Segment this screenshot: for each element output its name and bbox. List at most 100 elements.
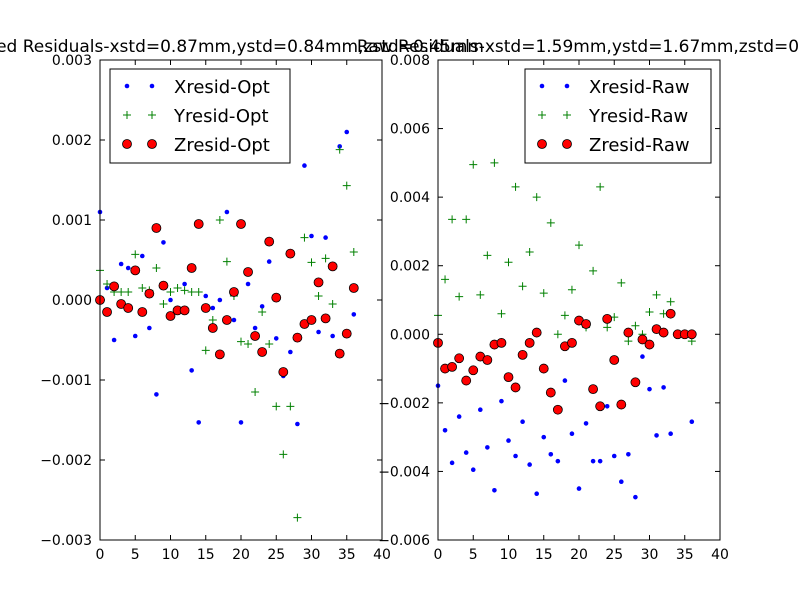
- data-point-dot: [323, 235, 328, 240]
- data-point-plus: [173, 284, 182, 292]
- data-point-dot: [590, 458, 596, 464]
- data-point-dot: [619, 479, 624, 485]
- data-point-plus: [596, 182, 605, 191]
- data-point-circle: [144, 288, 155, 299]
- data-point-circle: [545, 387, 556, 398]
- series-zresid-raw: [433, 308, 697, 415]
- data-point-dot: [351, 312, 357, 317]
- data-point-dot: [224, 209, 230, 215]
- legend-marker-dot: [124, 83, 130, 89]
- data-point-dot: [309, 233, 314, 239]
- series-xresid-opt: [97, 129, 357, 427]
- data-point-dot: [640, 354, 645, 359]
- chart-title-raw: Raw Residuals-xstd=1.59mm,ystd=1.67mm,zs…: [357, 37, 799, 57]
- data-point-plus: [300, 233, 309, 242]
- data-point-dot: [449, 460, 455, 466]
- data-point-plus: [222, 257, 231, 266]
- data-point-plus: [448, 215, 457, 224]
- data-point-circle: [496, 337, 507, 348]
- data-point-circle: [665, 308, 676, 319]
- data-point-circle: [447, 361, 458, 372]
- data-point-plus: [469, 160, 478, 169]
- data-point-plus: [279, 450, 288, 459]
- data-point-dot: [576, 486, 582, 491]
- data-point-plus: [272, 402, 281, 411]
- legend-entry-xresid-raw: Xresid-Raw: [539, 77, 690, 98]
- data-point-plus: [124, 288, 133, 296]
- data-point-circle: [609, 355, 620, 365]
- data-point-dot: [562, 378, 568, 383]
- data-point-dot: [492, 487, 497, 493]
- data-point-dot: [295, 421, 300, 427]
- legend-marker-plus: [563, 111, 571, 119]
- data-point-circle: [468, 365, 479, 376]
- data-point-circle: [623, 327, 634, 338]
- data-point-circle: [658, 327, 669, 338]
- legend-entry-zresid-opt: Zresid-Opt: [122, 135, 270, 156]
- data-point-circle: [616, 399, 627, 410]
- data-point-plus: [483, 251, 492, 260]
- data-point-dot: [111, 337, 117, 343]
- data-point-circle: [207, 323, 218, 333]
- data-point-plus: [342, 181, 351, 190]
- data-point-plus: [349, 248, 358, 256]
- data-point-plus: [490, 158, 499, 167]
- x-tick-label: 25: [605, 547, 623, 563]
- data-point-plus: [441, 275, 450, 284]
- data-point-circle: [510, 382, 521, 393]
- data-point-circle: [538, 363, 549, 374]
- data-point-dot: [647, 386, 652, 392]
- data-point-circle: [229, 287, 239, 297]
- data-point-dot: [132, 333, 138, 339]
- series-xresid-raw: [435, 331, 695, 500]
- data-point-dot: [118, 261, 124, 267]
- data-point-plus: [624, 337, 633, 346]
- data-point-circle: [257, 347, 268, 357]
- data-point-plus: [314, 292, 323, 300]
- data-point-dot: [499, 398, 504, 404]
- data-point-circle: [644, 339, 655, 350]
- data-point-dot: [463, 450, 469, 455]
- data-point-plus: [645, 308, 654, 316]
- data-point-circle: [306, 315, 317, 325]
- ticks-optimized: 0 5 10 15 20 25 30 35 40 −0.003 −0.002 −0.001 0.000 0…: [40, 53, 391, 563]
- data-point-dot: [485, 445, 490, 450]
- legend-marker-plus: [148, 111, 156, 119]
- data-point-circle: [595, 401, 606, 412]
- data-point-circle: [313, 277, 324, 288]
- legend-entry-yresid-opt: Yresid-Opt: [123, 106, 269, 127]
- data-point-plus: [201, 346, 210, 355]
- plot-panel-raw: Raw Residuals-xstd=1.59mm,ystd=1.67mm,zs…: [357, 37, 799, 563]
- data-point-circle: [517, 349, 528, 360]
- data-point-plus: [138, 284, 147, 292]
- data-point-dot: [182, 281, 187, 287]
- data-point-circle: [243, 267, 253, 277]
- chart-title-optimized: ed Residuals-xstd=0.87mm,ystd=0.84mm,zst…: [0, 37, 484, 57]
- legend-box: [109, 68, 291, 164]
- marks-raw: [433, 158, 697, 500]
- data-point-circle: [588, 384, 598, 395]
- data-point-dot: [231, 317, 237, 323]
- x-tick-label: 25: [267, 547, 285, 563]
- data-point-plus: [631, 321, 640, 330]
- data-point-dot: [245, 281, 251, 287]
- data-point-circle: [165, 311, 176, 321]
- data-point-plus: [560, 311, 569, 320]
- y-tick-label: 0.001: [52, 213, 92, 229]
- data-point-circle: [214, 349, 225, 360]
- x-tick-label: 30: [641, 547, 659, 563]
- data-point-dot: [217, 297, 223, 303]
- data-point-dot: [344, 129, 350, 135]
- data-point-dot: [470, 467, 476, 473]
- legend-marker-circle: [562, 139, 572, 149]
- data-point-dot: [442, 427, 448, 433]
- data-point-dot: [210, 305, 216, 311]
- data-point-circle: [250, 331, 261, 341]
- data-point-dot: [154, 392, 159, 397]
- data-point-plus: [293, 513, 302, 522]
- data-point-dot: [626, 451, 631, 457]
- data-point-dot: [147, 325, 152, 331]
- data-point-plus: [159, 300, 168, 308]
- legend-entry-yresid-raw: Yresid-Raw: [538, 106, 688, 127]
